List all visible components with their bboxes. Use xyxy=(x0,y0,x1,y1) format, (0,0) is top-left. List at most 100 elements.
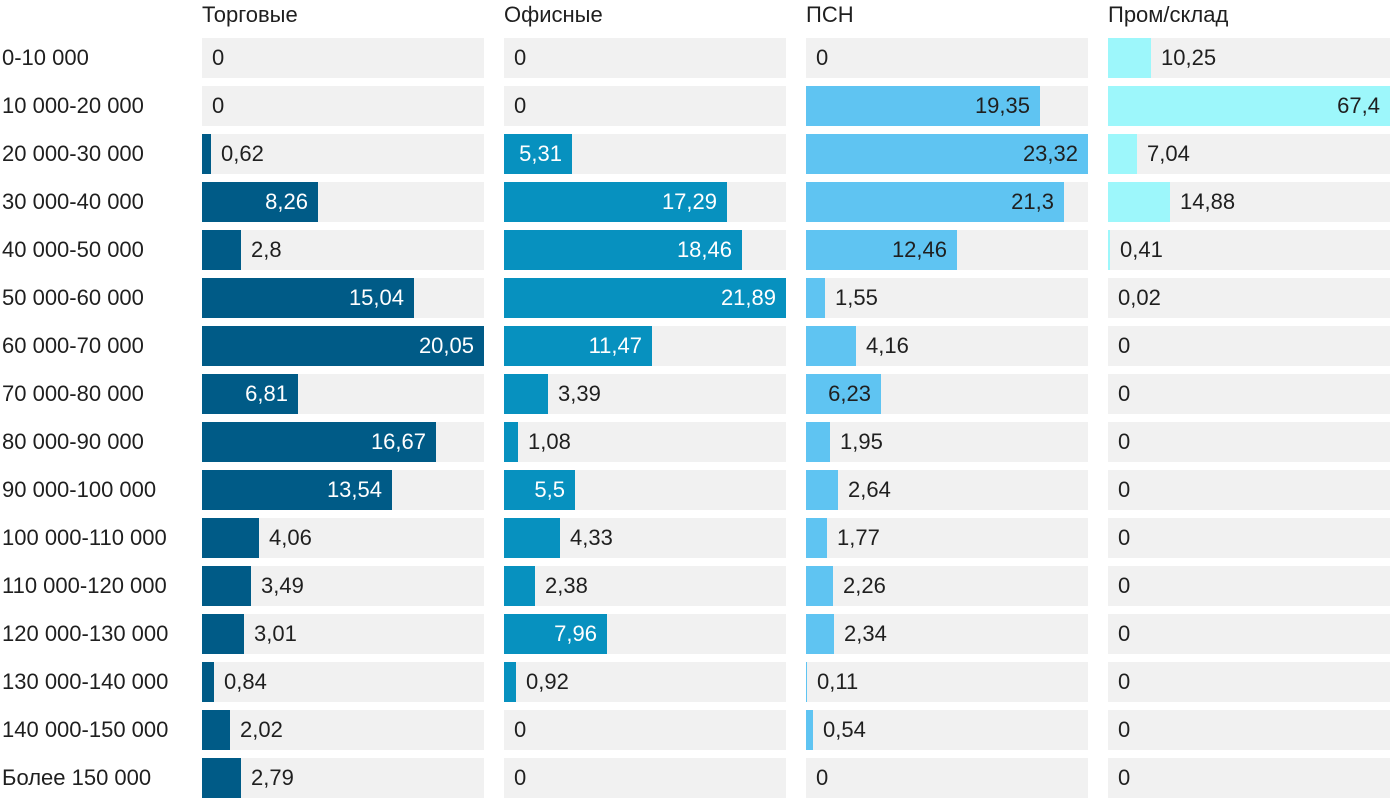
data-label: 12,46 xyxy=(891,237,947,262)
data-label: 0 xyxy=(1118,333,1131,358)
data-label: 0,92 xyxy=(526,669,569,694)
data-label: 20,05 xyxy=(418,333,474,358)
bar-track: 0,02 xyxy=(1108,278,1390,318)
bar-track: 0 xyxy=(806,38,1088,78)
data-label: 3,39 xyxy=(558,381,601,406)
bar-track: 0,11 xyxy=(806,662,1088,702)
category-label: 130 000-140 000 xyxy=(2,669,169,694)
bar xyxy=(806,710,813,750)
data-label: 0 xyxy=(1118,429,1131,454)
bar-track: 1,95 xyxy=(806,422,1088,462)
bar-track: 3,49 xyxy=(202,566,484,606)
bar xyxy=(202,278,414,318)
data-label: 1,08 xyxy=(528,429,571,454)
bar-track: 2,8 xyxy=(202,230,484,270)
data-label: 0 xyxy=(514,765,527,790)
bar-track: 15,04 xyxy=(202,278,484,318)
bar xyxy=(202,518,259,558)
data-label: 0 xyxy=(514,45,527,70)
bar xyxy=(504,566,535,606)
bar-track: 21,3 xyxy=(806,182,1088,222)
data-label: 2,8 xyxy=(251,237,282,262)
bar-track: 0 xyxy=(1108,566,1390,606)
data-label: 18,46 xyxy=(676,237,732,262)
bar-track: 0 xyxy=(1108,470,1390,510)
bar-track: 5,31 xyxy=(504,134,786,174)
series-title: ПСН xyxy=(806,2,854,27)
category-label: Более 150 000 xyxy=(2,765,152,790)
bar xyxy=(504,230,742,270)
bar-track: 7,96 xyxy=(504,614,786,654)
bar-track: 14,88 xyxy=(1108,182,1390,222)
data-label: 0 xyxy=(816,765,829,790)
bar xyxy=(504,422,518,462)
bar-track: 2,38 xyxy=(504,566,786,606)
bar xyxy=(202,182,318,222)
bar-track: 8,26 xyxy=(202,182,484,222)
data-label: 11,47 xyxy=(588,333,642,358)
data-label: 0 xyxy=(1118,765,1131,790)
bar xyxy=(202,710,230,750)
bar-track: 6,81 xyxy=(202,374,484,414)
data-label: 14,88 xyxy=(1180,189,1236,214)
data-label: 0 xyxy=(1118,477,1131,502)
data-label: 4,33 xyxy=(570,525,613,550)
bar xyxy=(1108,86,1390,126)
bar xyxy=(806,230,957,270)
data-label: 2,26 xyxy=(843,573,886,598)
data-label: 7,04 xyxy=(1147,141,1190,166)
data-label: 0 xyxy=(1118,717,1131,742)
bar-track: 4,06 xyxy=(202,518,484,558)
data-label: 0 xyxy=(212,93,225,118)
bar xyxy=(202,326,484,366)
data-label: 19,35 xyxy=(974,93,1030,118)
bar-track: 0 xyxy=(202,86,484,126)
bar-track: 0,41 xyxy=(1108,230,1390,270)
bar-track: 13,54 xyxy=(202,470,484,510)
data-label: 15,04 xyxy=(348,285,404,310)
data-label: 2,02 xyxy=(240,717,283,742)
bar xyxy=(806,566,833,606)
bar xyxy=(202,662,214,702)
bar-track: 18,46 xyxy=(504,230,786,270)
bar-track: 0,92 xyxy=(504,662,786,702)
category-label: 80 000-90 000 xyxy=(2,429,144,454)
bar-track: 16,67 xyxy=(202,422,484,462)
data-label: 67,4 xyxy=(1337,93,1380,118)
data-label: 6,23 xyxy=(828,381,871,406)
data-label: 21,89 xyxy=(720,285,776,310)
bar xyxy=(806,134,1088,174)
data-label: 0,62 xyxy=(221,141,264,166)
series-title: Торговые xyxy=(202,2,298,27)
bar-track: 0 xyxy=(504,710,786,750)
data-label: 0 xyxy=(1118,525,1131,550)
bar xyxy=(806,86,1040,126)
bar-track: 12,46 xyxy=(806,230,1088,270)
series-title: Пром/склад xyxy=(1108,2,1229,27)
bar xyxy=(504,182,727,222)
bar xyxy=(806,518,827,558)
bar xyxy=(504,278,786,318)
data-label: 0 xyxy=(1118,621,1131,646)
data-label: 1,77 xyxy=(837,525,880,550)
bar-track: 21,89 xyxy=(504,278,786,318)
category-label: 70 000-80 000 xyxy=(2,381,144,406)
bar xyxy=(806,614,834,654)
bar-track: 0 xyxy=(1108,326,1390,366)
category-label: 120 000-130 000 xyxy=(2,621,169,646)
bar xyxy=(806,374,881,414)
data-label: 0,84 xyxy=(224,669,267,694)
data-label: 2,79 xyxy=(251,765,294,790)
bar-track: 1,08 xyxy=(504,422,786,462)
series-title: Офисные xyxy=(504,2,603,27)
data-label: 0 xyxy=(816,45,829,70)
data-label: 0 xyxy=(1118,573,1131,598)
bar xyxy=(806,182,1064,222)
data-label: 2,34 xyxy=(844,621,887,646)
data-label: 0 xyxy=(212,45,225,70)
bar xyxy=(1108,230,1110,270)
data-label: 6,81 xyxy=(245,381,288,406)
bar-track: 0 xyxy=(1108,710,1390,750)
bar-track: 3,01 xyxy=(202,614,484,654)
